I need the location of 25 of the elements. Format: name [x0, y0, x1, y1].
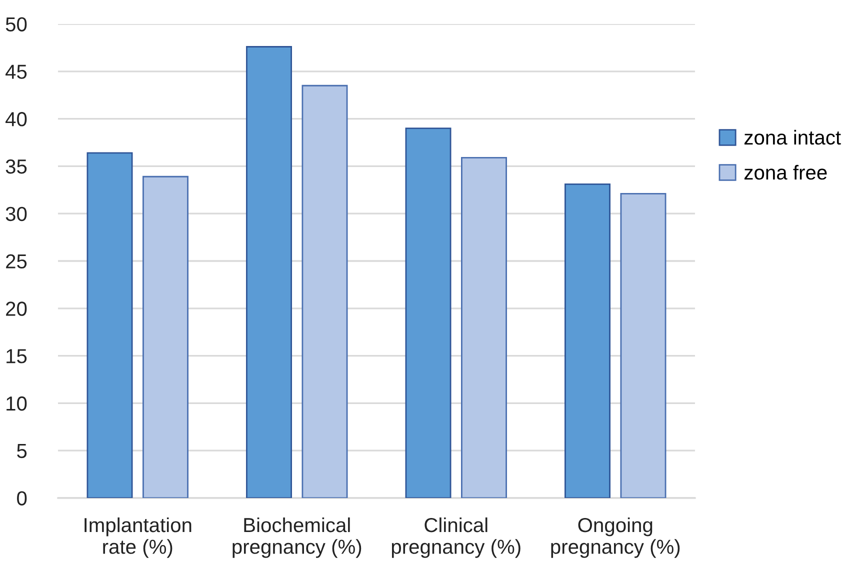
y-tick-label: 50 [6, 17, 27, 32]
bar [620, 192, 666, 498]
x-tick-label: Implantation rate (%) [84, 517, 192, 558]
y-tick-label: 25 [6, 254, 27, 268]
bar [461, 156, 507, 498]
y-tick-label: 10 [6, 396, 27, 411]
bar [302, 84, 348, 498]
y-tick-label: 35 [6, 159, 27, 174]
legend-label: zona free [744, 164, 827, 180]
y-tick-label: 5 [17, 444, 27, 458]
y-tick-label: 45 [6, 64, 27, 79]
bar [564, 184, 610, 498]
bar [142, 176, 188, 498]
bar [246, 46, 292, 498]
y-tick-label: 20 [6, 302, 27, 316]
bar [86, 152, 133, 498]
legend-label: zona intact [744, 130, 841, 145]
bar [405, 128, 452, 498]
x-tick-label: Clinical pregnancy (%) [392, 517, 520, 558]
x-tick-label: Ongoing pregnancy (%) [551, 517, 680, 558]
x-tick-label: Biochemical pregnancy (%) [232, 517, 362, 558]
y-tick-label: 30 [6, 206, 27, 222]
y-tick-label: 15 [6, 349, 27, 364]
y-tick-label: 40 [6, 112, 27, 126]
y-tick-label: 0 [17, 491, 27, 506]
